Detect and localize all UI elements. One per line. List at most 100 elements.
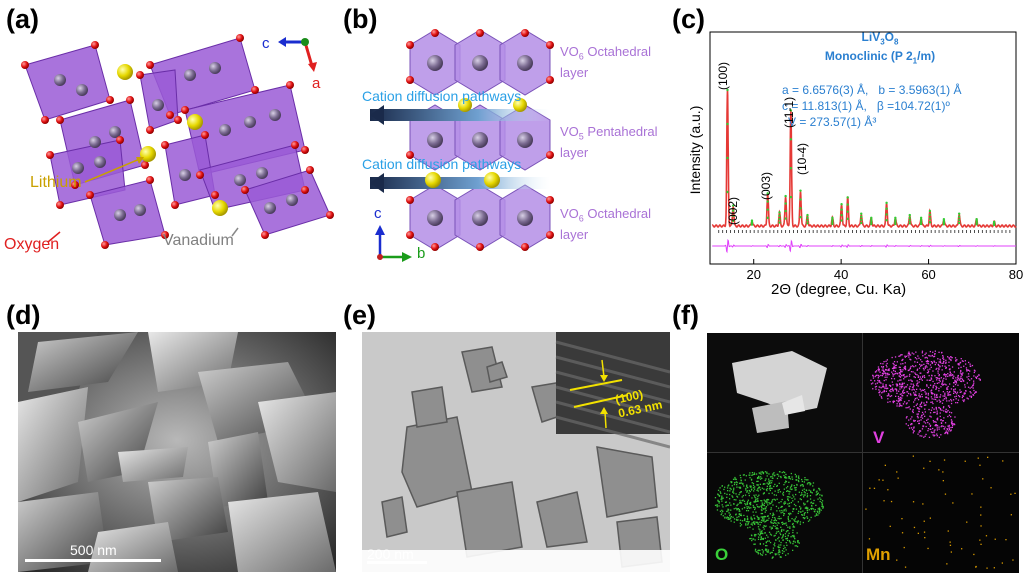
eds-o-dot (764, 537, 766, 539)
calculated-point (789, 167, 793, 170)
eds-o-dot (750, 479, 753, 481)
eds-o-dot (755, 500, 757, 503)
eds-v-dot (916, 361, 919, 363)
eds-v-dot (922, 355, 924, 357)
eds-v-dot (898, 399, 901, 401)
eds-o-dot (758, 472, 760, 474)
eds-o-dot (800, 494, 802, 496)
eds-v-dot (878, 380, 881, 382)
eds-o-dot (743, 485, 745, 487)
eds-v-dot (885, 360, 887, 362)
eds-v-dot (936, 418, 938, 420)
eds-v-dot (952, 377, 954, 379)
eds-v-dot (929, 384, 932, 386)
axis-label-c-b: c (374, 205, 382, 222)
eds-v-dot (929, 364, 932, 366)
eds-o-dot (726, 510, 728, 513)
eds-o-dot (772, 516, 774, 519)
eds-v-dot (930, 416, 932, 418)
eds-v-dot (931, 389, 933, 391)
calculated-point (928, 209, 932, 213)
eds-o-dot (769, 513, 771, 515)
eds-o-dot (735, 481, 738, 483)
eds-o-dot (747, 522, 749, 525)
eds-o-dot (791, 476, 793, 478)
eds-v-dot (892, 384, 894, 386)
eds-v-dot (878, 368, 880, 371)
eds-v-dot (894, 388, 896, 390)
eds-o-dot (714, 504, 717, 506)
eds-o-dot (752, 506, 755, 508)
eds-o-dot (784, 533, 787, 535)
eds-o-dot (818, 512, 820, 515)
eds-o-dot (757, 553, 759, 555)
eds-o-dot (743, 519, 746, 522)
eds-o-dot (795, 493, 797, 496)
eds-v-dot (973, 382, 975, 384)
eds-o-dot (785, 549, 787, 551)
eds-o-dot (774, 554, 777, 556)
eds-v-dot (899, 355, 901, 357)
eds-v-dot (926, 362, 928, 364)
eds-v-dot (901, 375, 903, 377)
eds-o-dot (769, 533, 772, 535)
eds-v-dot (909, 393, 912, 395)
calculated-point (870, 220, 873, 224)
eds-o-dot (783, 513, 786, 515)
eds-o-dot (785, 538, 787, 540)
eds-v-dot (927, 398, 930, 400)
eds-o-dot (751, 482, 753, 484)
eds-v-dot (978, 374, 980, 376)
eds-o-dot (763, 492, 765, 494)
eds-o-dot (772, 474, 774, 476)
eds-o-dot (748, 506, 750, 508)
eds-v-dot (878, 375, 880, 377)
eds-v-dot (940, 386, 942, 388)
eds-o-dot (758, 506, 760, 508)
eds-o-dot (788, 476, 791, 478)
y-axis-label: Intensity (a.u.) (687, 106, 703, 195)
eds-o-dot (821, 503, 823, 505)
eds-v-dot (921, 428, 924, 430)
eds-o-dot (808, 509, 810, 511)
eds-v-dot (969, 363, 971, 365)
eds-o-dot (766, 502, 768, 504)
eds-o-dot (753, 522, 755, 524)
eds-v-dot (916, 380, 918, 382)
eds-v-dot (935, 421, 937, 423)
eds-o-dot (746, 491, 748, 493)
eds-o-dot (803, 514, 805, 516)
eds-o-dot (755, 494, 757, 496)
eds-v-dot (945, 411, 947, 413)
eds-o-dot (756, 521, 759, 523)
eds-v-dot (917, 433, 919, 435)
eds-v-dot (893, 361, 896, 363)
eds-v-dot (927, 428, 930, 430)
eds-v-dot (946, 387, 948, 389)
eds-v-dot (922, 389, 924, 391)
eds-o-dot (754, 543, 756, 545)
eds-o-dot (760, 473, 762, 475)
eds-o-dot (815, 504, 817, 506)
eds-v-dot (921, 361, 923, 363)
eds-o-dot (797, 479, 800, 482)
eds-v-dot (927, 421, 929, 424)
eds-v-dot (940, 377, 942, 379)
eds-v-dot (943, 373, 946, 375)
eds-o-dot (717, 494, 719, 496)
eds-o-dot (773, 472, 775, 474)
eds-v-dot (903, 382, 905, 384)
eds-v-dot (931, 362, 933, 364)
eds-v-dot (932, 427, 934, 430)
eds-v-dot (912, 365, 914, 367)
eds-v-dot (875, 370, 878, 372)
eds-v-dot (931, 374, 933, 376)
eds-o-dot (757, 477, 759, 479)
eds-o-dot (792, 543, 794, 545)
eds-o-dot (779, 532, 781, 534)
eds-o-dot (802, 510, 804, 512)
eds-o-dot (820, 509, 822, 511)
eds-v-dot (885, 384, 887, 386)
eds-o-dot (749, 503, 752, 505)
eds-o-dot (770, 482, 773, 484)
